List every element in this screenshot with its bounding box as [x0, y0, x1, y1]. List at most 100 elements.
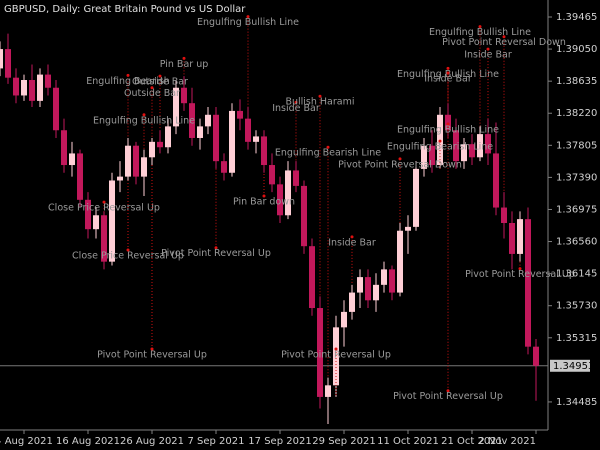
annotation-label: Inside Bar	[424, 74, 472, 85]
candle-body	[237, 110, 243, 119]
candle-body	[461, 144, 467, 162]
annotation-dot	[446, 389, 450, 393]
candle-body	[517, 219, 523, 254]
candle-body	[445, 114, 451, 131]
annotation-dot	[262, 194, 266, 198]
candle-body	[317, 308, 323, 397]
candle-body	[5, 49, 11, 78]
candle-body	[205, 114, 211, 127]
current-price-label: 1.34953	[553, 361, 594, 372]
annotation-label: Inside Bar	[328, 237, 376, 248]
candle-body	[13, 77, 19, 96]
candle-body	[309, 246, 315, 309]
candle-body	[389, 269, 395, 293]
candle-body	[365, 277, 371, 301]
y-tick-label: 1.36560	[556, 237, 597, 248]
annotation-dot	[142, 113, 146, 117]
candle-body	[397, 230, 403, 293]
candle-body	[301, 185, 307, 247]
candle-body	[173, 87, 179, 127]
annotation-label: Bullish Harami	[285, 97, 354, 108]
annotation-dot	[214, 246, 218, 250]
annotation-dot	[102, 200, 106, 204]
candle-body	[253, 136, 259, 142]
candle-body	[509, 223, 515, 254]
annotation-label: Pivot Point Reversal Up	[97, 349, 207, 360]
annotation-dot	[502, 35, 506, 39]
candle-body	[125, 145, 131, 177]
annotation-label: Pivot Point Reversal Down	[442, 37, 566, 48]
annotation-label: Engulfing Bearish Line	[275, 148, 381, 159]
y-tick-label: 1.34485	[556, 397, 597, 408]
annotation-label: Pin Bar down	[233, 196, 295, 207]
annotation-dot	[438, 139, 442, 143]
candle-body	[405, 226, 411, 231]
annotation-dot	[150, 347, 154, 351]
annotation-label: Close Price Reversal Up	[72, 251, 184, 262]
x-tick-label: 16 Aug 2021	[56, 436, 120, 447]
candle-body	[181, 87, 187, 104]
annotation-dot	[446, 71, 450, 75]
annotation-dot	[486, 47, 490, 51]
current-price-tag	[550, 359, 590, 372]
x-tick-label: 21 Oct 2021	[441, 436, 503, 447]
annotation-dot	[318, 94, 322, 98]
candle-body	[245, 118, 251, 142]
candle-body	[85, 199, 91, 230]
candle-body	[29, 80, 35, 101]
candle-body	[77, 153, 83, 200]
candle-body	[413, 168, 419, 227]
candle-body	[325, 385, 331, 397]
annotation-label: Pivot Point Reversal Up	[465, 269, 575, 280]
y-tick-label: 1.39465	[556, 12, 597, 23]
annotation-label: Outside Bar	[132, 77, 188, 88]
annotation-label: Pivot Point Reversal Down	[338, 159, 462, 170]
annotation-label: Engulfing Bullish Line	[397, 125, 499, 136]
candle-body	[45, 74, 51, 88]
candle-body	[53, 87, 59, 131]
x-tick-label: 26 Aug 2021	[120, 436, 184, 447]
candle-body	[141, 157, 147, 177]
candle-body	[477, 134, 483, 158]
candle-body	[37, 74, 43, 101]
annotation-dot	[478, 25, 482, 29]
y-tick-label: 1.38220	[556, 108, 597, 119]
candle-body	[133, 145, 139, 177]
candle-body	[221, 161, 227, 173]
y-tick-label: 1.38635	[556, 76, 597, 87]
candle-body	[421, 145, 427, 169]
candle-body	[453, 130, 459, 162]
candle-body	[229, 110, 235, 173]
annotation-label: Engulfing Bullish Line	[429, 27, 531, 38]
candle-body	[189, 103, 195, 138]
annotation-dot	[158, 74, 162, 78]
candle-body	[157, 141, 163, 148]
annotation-dot	[350, 235, 354, 239]
y-tick-label: 1.37805	[556, 140, 597, 151]
x-tick-label: 4 Aug 2021	[0, 436, 53, 447]
annotation-dot	[294, 100, 298, 104]
candle-body	[285, 170, 291, 216]
annotation-dot	[334, 347, 338, 351]
annotation-label: Pivot Point Reversal Up	[393, 391, 503, 402]
candle-body	[357, 277, 363, 293]
candle-body	[149, 141, 155, 158]
candle-body	[333, 327, 339, 386]
y-tick-label: 1.36975	[556, 204, 597, 215]
x-tick-label: 2 Nov 2021	[478, 436, 536, 447]
candle-body	[293, 170, 299, 186]
chart-title: GBPUSD, Daily: Great Britain Pound vs US…	[4, 4, 246, 15]
x-tick-label: 7 Sep 2021	[187, 436, 244, 447]
candle-body	[61, 130, 67, 166]
annotation-label: Engulfing Bearish Line	[387, 142, 493, 153]
candle-body	[493, 153, 499, 208]
candle-body	[269, 165, 275, 185]
annotation-dot	[150, 86, 154, 90]
annotation-label: Engulfing Bullish Line	[93, 115, 195, 126]
candle-body	[0, 49, 3, 69]
candle-body	[429, 145, 435, 166]
y-tick-label: 1.36145	[556, 269, 597, 280]
annotation-dot	[518, 267, 522, 271]
